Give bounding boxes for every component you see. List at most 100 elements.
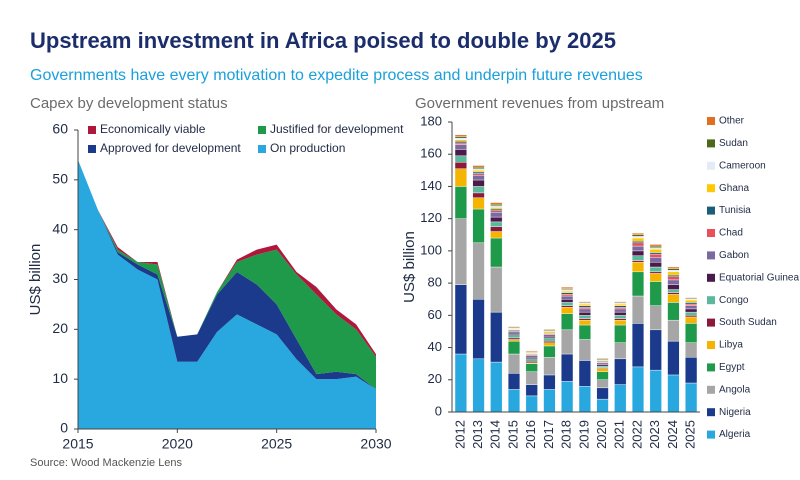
bar (685, 311, 698, 316)
y-axis-label: US$ billion (27, 244, 44, 316)
legend-swatch (258, 145, 266, 153)
y-tick-label: 20 (52, 320, 68, 336)
bar (631, 250, 645, 256)
source: Source: Wood Mackenzie Lens (30, 457, 183, 469)
bar (561, 307, 574, 314)
bar (614, 303, 627, 306)
legend-label: Justified for development (270, 122, 404, 136)
legend-label: Economically viable (100, 122, 206, 136)
legend-label: Ghana (719, 183, 749, 194)
bar (685, 382, 698, 413)
bar (507, 326, 521, 328)
bar (578, 308, 591, 313)
legend-label: Egypt (719, 362, 745, 373)
bar (614, 311, 627, 316)
bar (596, 364, 609, 367)
bar (578, 303, 591, 306)
bar (543, 345, 556, 358)
bar (561, 313, 574, 331)
bar (667, 279, 680, 285)
area (78, 159, 376, 429)
bar (472, 168, 485, 171)
bar (472, 174, 485, 181)
legend-swatch (707, 251, 715, 260)
legend-label: Cameroon (719, 160, 766, 171)
bar (667, 284, 680, 290)
bar (507, 334, 521, 339)
y-tick-label: 0 (60, 420, 68, 436)
y-tick-label: 60 (52, 121, 68, 137)
bar (667, 271, 680, 276)
legend-swatch (707, 318, 715, 327)
legend-swatch (258, 126, 266, 134)
bar (649, 271, 662, 274)
bar (685, 315, 698, 318)
bar (578, 301, 591, 303)
bar (685, 308, 698, 313)
bar (578, 319, 591, 326)
y-tick-label: 60 (428, 307, 442, 322)
bar (454, 141, 467, 144)
bar (578, 386, 591, 413)
bar (543, 374, 556, 390)
bar (561, 302, 574, 306)
bar (685, 316, 698, 324)
bar (578, 305, 591, 308)
bar (490, 226, 503, 232)
bar (649, 281, 662, 306)
bar (614, 305, 627, 308)
bar (596, 362, 609, 365)
x-tick-label: 2018 (559, 420, 574, 449)
bar (649, 305, 662, 331)
bar (649, 253, 662, 258)
bar (667, 274, 680, 277)
bar (667, 292, 680, 295)
bar (667, 268, 680, 271)
bar (614, 301, 627, 303)
legend-swatch (707, 184, 715, 193)
bar (454, 186, 467, 219)
y-axis-label: US$ billion (401, 231, 418, 303)
bar (649, 266, 662, 273)
legend-label: Chad (719, 228, 743, 239)
bar (454, 142, 467, 145)
legend-label: On production (270, 141, 345, 155)
bar (454, 218, 467, 285)
legend-label: Angola (719, 384, 751, 395)
legend-label: South Sudan (719, 317, 777, 328)
legend-label: Tunisia (719, 205, 751, 216)
bar (490, 203, 503, 206)
legend-swatch (88, 126, 96, 134)
bar (667, 266, 680, 269)
bar (472, 208, 485, 244)
bar (561, 290, 574, 293)
bar (454, 139, 467, 142)
bar (525, 355, 538, 358)
bar (561, 294, 574, 297)
legend-swatch (707, 139, 715, 148)
bar (631, 241, 645, 244)
chart-title: Government revenues from upstream (415, 95, 664, 112)
bar (596, 398, 609, 413)
bar (578, 360, 591, 387)
x-tick-label: 2020 (594, 420, 609, 449)
bar (472, 170, 485, 173)
x-tick-label: 2014 (488, 420, 503, 449)
bar (543, 328, 556, 331)
bar (543, 389, 556, 413)
bar (472, 171, 485, 174)
bar (631, 260, 645, 263)
x-tick-label: 2015 (505, 420, 520, 449)
bar (490, 311, 503, 363)
bar (667, 374, 680, 413)
bar (631, 232, 645, 235)
bar (685, 297, 698, 299)
bar (543, 337, 556, 342)
bar (561, 381, 574, 413)
bar (649, 252, 662, 255)
legend-swatch (707, 408, 715, 417)
bar (472, 173, 485, 176)
bar (631, 236, 645, 239)
bar (507, 353, 521, 374)
bar (472, 197, 485, 210)
